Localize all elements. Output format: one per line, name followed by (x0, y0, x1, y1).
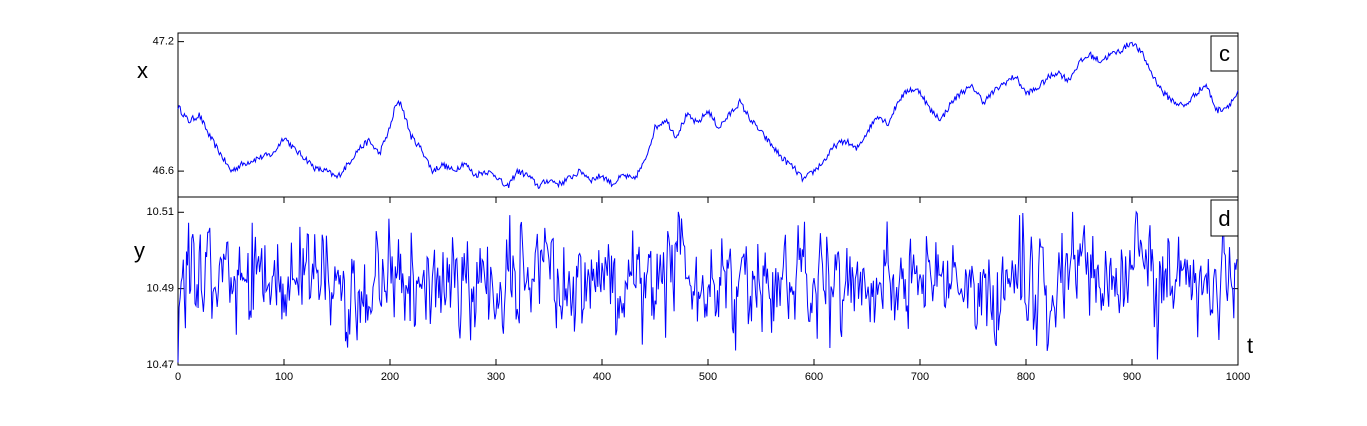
x-tick-label: 1000 (1226, 371, 1250, 383)
panel-d-tag: d (1218, 206, 1230, 231)
x-tick-label: 300 (487, 371, 505, 383)
panel-c-y-tick-label: 46.6 (153, 165, 174, 177)
panel-d-y-axis-label: y (134, 238, 145, 263)
panel-d: 10.47 10.49 10.51 0 100 200 300 400 500 … (134, 196, 1253, 383)
panel-d-x-ticks (177, 197, 1239, 365)
panel-d-frame (177, 196, 1239, 366)
x-tick-label: 500 (699, 371, 717, 383)
x-tick-label: 200 (381, 371, 399, 383)
x-axis-label: t (1247, 333, 1253, 358)
panel-c-series-line (177, 41, 1239, 189)
panel-c: 46.6 47.2 x c (137, 32, 1239, 198)
panel-c-y-axis-label: x (137, 58, 148, 83)
panel-c-tag-box (1210, 35, 1239, 72)
x-tick-label: 100 (275, 371, 293, 383)
x-tick-label: 900 (1123, 371, 1141, 383)
panel-d-tag-box (1210, 199, 1239, 237)
panel-d-y-tick-label: 10.49 (146, 283, 174, 295)
x-tick-label: 400 (593, 371, 611, 383)
panel-d-y-tick-label: 10.51 (146, 206, 174, 218)
panel-d-y-tick-label: 10.47 (146, 359, 174, 371)
x-tick-label: 0 (175, 371, 181, 383)
x-tick-label: 800 (1017, 371, 1035, 383)
panel-c-frame (177, 32, 1239, 198)
x-tick-label: 600 (805, 371, 823, 383)
panel-c-tag: c (1219, 41, 1230, 66)
panel-d-series-line (177, 210, 1238, 363)
x-tick-label: 700 (911, 371, 929, 383)
panel-c-y-tick-label: 47.2 (153, 36, 174, 48)
